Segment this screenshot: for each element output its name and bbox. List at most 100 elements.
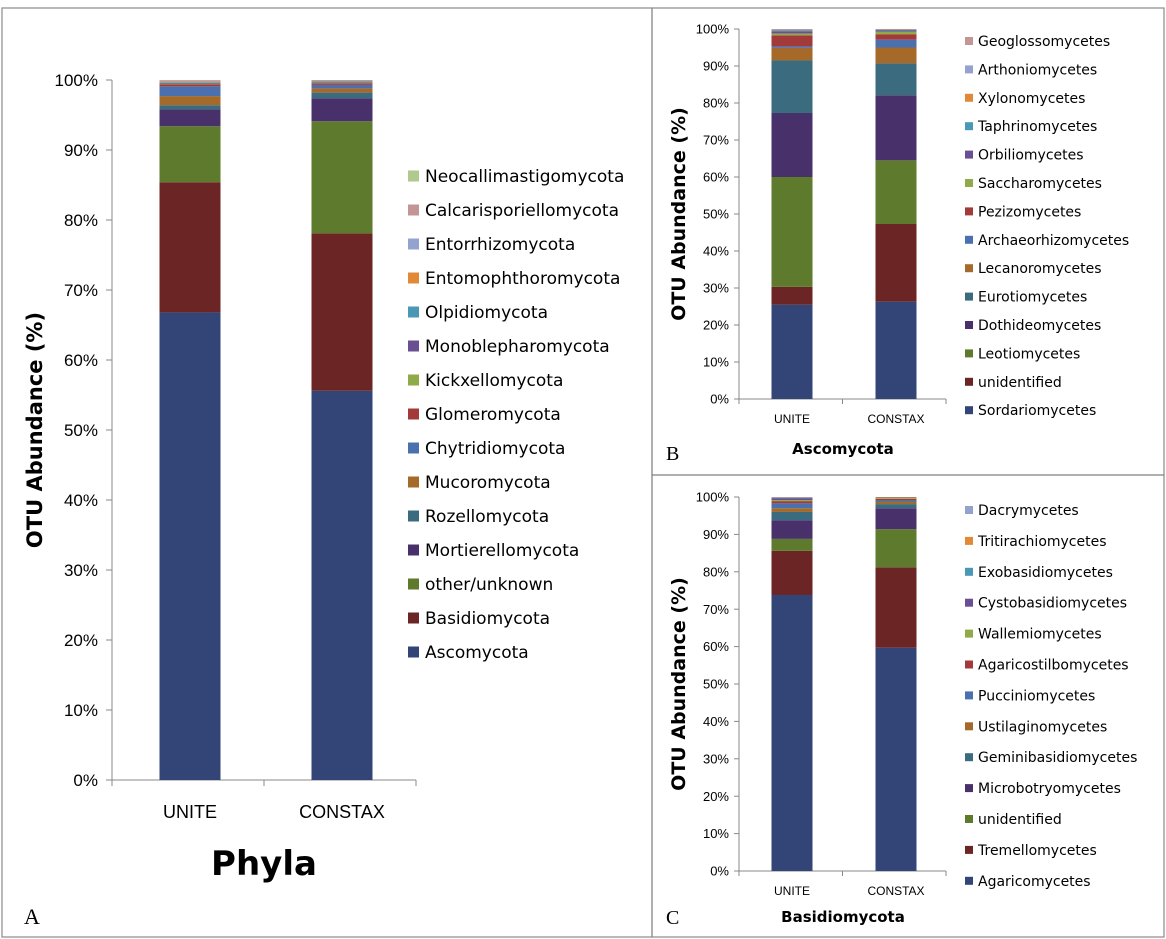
- panel-a-y-tick-label: 40%: [64, 491, 98, 510]
- panel-b-y-tick-label: 40%: [703, 244, 729, 259]
- panel-b-bar-constax-pezizomycetes: [875, 34, 917, 40]
- panel-b-legend-label: Xylonomycetes: [978, 91, 1085, 107]
- panel-a-legend-label: Ascomycota: [425, 643, 529, 663]
- panel-b-y-tick-label: 90%: [703, 59, 729, 74]
- panel-b-legend-swatch-orbiliomycetes: [965, 150, 973, 159]
- panel-b-bar-constax-dothideomycetes: [875, 95, 917, 161]
- panel-c-legend-swatch-pucciniomycetes: [965, 691, 973, 700]
- panel-c-legend-swatch-agaricostilbomycetes: [965, 660, 973, 669]
- panel-c-legend-label: unidentified: [978, 812, 1062, 828]
- panel-a-legend-label: Mortierellomycota: [425, 541, 579, 561]
- panel-b-bar-unite-archaeorhizomycetes: [771, 46, 813, 48]
- panel-b-legend-label: unidentified: [978, 375, 1062, 391]
- panel-b-bar-constax-saccharomycetes: [875, 31, 917, 35]
- panel-c-bar-unite-geminibasidiomycetes: [771, 511, 813, 521]
- panel-a-bar-constax-monoblepharomycota: [311, 82, 373, 83]
- panel-b-y-tick-label: 20%: [703, 318, 729, 333]
- panel-b: 0% 10% 20% 30% 40% 50% 60% 70% 80% 90% 100% UNITE CO…: [666, 22, 1129, 465]
- panel-b-legend-swatch-leotiomycetes: [965, 349, 973, 358]
- panel-c-legend-label: Wallemiomycetes: [978, 627, 1102, 643]
- panel-c-bar-constax-ustilaginomycetes: [875, 501, 917, 505]
- panel-b-bar-constax-taphrinomycetes: [875, 29, 917, 31]
- panel-c-bar-constax-agaricomycetes: [875, 647, 917, 871]
- panel-a-legend-swatch-olpidiomycota: [408, 306, 419, 318]
- panel-c-frame: [651, 474, 1165, 938]
- panel-a-bar-constax-entomophthoromycota: [311, 80, 373, 82]
- panel-a-category-label: UNITE: [163, 802, 217, 822]
- panel-a-title: Phyla: [211, 844, 317, 884]
- panel-a-legend-label: Entomophthoromycota: [425, 269, 620, 289]
- panel-a-bar-constax-mortierellomycota: [311, 98, 373, 122]
- panel-c-bar-unite-agaricomycetes: [771, 594, 813, 871]
- panel-b-legend-label: Lecanoromycetes: [978, 261, 1102, 277]
- panel-c-legend-label: Tremellomycetes: [977, 843, 1097, 859]
- panel-a-legend-swatch-rozellomycota: [408, 510, 419, 522]
- panel-a-legend-swatch-mortierellomycota: [408, 544, 419, 556]
- panel-c-legend-swatch-ustilaginomycetes: [965, 722, 973, 731]
- panel-b-legend-swatch-xylonomycetes: [965, 93, 973, 102]
- panel-a-bar-unite-basidiomycota: [159, 182, 221, 313]
- panel-a-legend-label: other/unknown: [425, 575, 553, 595]
- panel-a-legend-label: Rozellomycota: [425, 507, 549, 527]
- panel-c-bar-constax-pucciniomycetes: [875, 499, 917, 502]
- panel-b-label: B: [666, 443, 679, 465]
- panel-a-legend-swatch-chytridiomycota: [408, 442, 419, 454]
- panel-c-y-tick-label: 0%: [710, 864, 729, 879]
- panel-a-bar-constax-glomeromycota: [311, 83, 373, 85]
- panel-a-bar-unite-calcarisporiellomycota: [159, 80, 221, 81]
- panel-b-bar-constax-orbiliomycetes: [875, 30, 917, 32]
- panel-a-bar-unite-mortierellomycota: [159, 109, 221, 127]
- panel-a-legend-swatch-kickxellomycota: [408, 374, 419, 386]
- panel-c-legend-label: Cystobasidiomycetes: [978, 596, 1127, 612]
- panel-a-legend-swatch-entorrhizomycota: [408, 238, 419, 250]
- panel-b-legend-swatch-pezizomycetes: [965, 207, 973, 216]
- panel-b-legend-label: Archaeorhizomycetes: [978, 233, 1129, 249]
- panel-b-bar-unite-saccharomycetes: [771, 33, 813, 36]
- panel-b-y-tick-label: 0%: [710, 392, 729, 407]
- panel-b-legend-swatch-archaeorhizomycetes: [965, 235, 973, 244]
- panel-c-legend-swatch-microbotryomycetes: [965, 784, 973, 793]
- panel-a-bar-constax-rozellomycota: [311, 92, 373, 99]
- panel-c-y-tick-label: 100%: [696, 490, 730, 505]
- panel-b-legend-swatch-sordariomycetes: [965, 406, 973, 415]
- panel-a-bar-constax-calcarisporiellomycota: [311, 80, 373, 81]
- panel-b-bar-unite-arthoniomycetes: [771, 29, 813, 30]
- panel-c-legend-label: Geminibasidiomycetes: [978, 750, 1137, 766]
- panel-a-legend-swatch-calcarisporiellomycota: [408, 204, 419, 216]
- panel-a-bar-unite-chytridiomycota: [159, 86, 221, 97]
- panel-a-bar-constax-other-unknown: [311, 121, 373, 234]
- panel-c-bar-unite-exobasidiomycetes: [771, 497, 813, 499]
- panel-c-bar-unite-unidentified: [771, 538, 813, 551]
- panel-a-legend-swatch-glomeromycota: [408, 408, 419, 420]
- panel-a-label: A: [24, 904, 40, 929]
- panel-c-label: C: [666, 907, 679, 929]
- panel-b-legend-label: Orbiliomycetes: [978, 148, 1084, 164]
- panel-a-y-tick-label: 90%: [64, 141, 98, 160]
- panel-a-y-tick-label: 50%: [64, 421, 98, 440]
- panel-b-bar-unite-taphrinomycetes: [771, 30, 813, 32]
- panel-a-legend-label: Kickxellomycota: [425, 371, 563, 391]
- panel-b-title: Ascomycota: [792, 440, 894, 458]
- panel-a-bar-unite-entomophthoromycota: [159, 81, 221, 83]
- panel-a-legend-label: Calcarisporiellomycota: [425, 201, 619, 221]
- panel-b-bar-unite-lecanoromycetes: [771, 47, 813, 61]
- panel-a-bar-unite-ascomycota: [159, 312, 221, 780]
- panel-a-legend-swatch-basidiomycota: [408, 612, 419, 624]
- panel-c-y-tick-label: 50%: [703, 677, 729, 692]
- panel-b-legend-swatch-arthoniomycetes: [965, 65, 973, 74]
- panel-a-legend-swatch-monoblepharomycota: [408, 340, 419, 352]
- panel-b-bar-unite-leotiomycetes: [771, 177, 813, 287]
- panel-c: 0%10%20%30%40%50%60%70%80%90%100%UNITE CO…: [666, 490, 1137, 929]
- panel-a-legend-label: Monoblepharomycota: [425, 337, 610, 357]
- panel-c-bar-constax-microbotryomycetes: [875, 508, 917, 530]
- panel-c-legend-swatch-cystobasidiomycetes: [965, 598, 973, 607]
- panel-a-bar-unite-mucoromycota: [159, 96, 221, 106]
- panel-a-legend-label: Entorrhizomycota: [425, 235, 575, 255]
- panel-c-bar-unite-agaricostilbomycetes: [771, 501, 813, 504]
- panel-b-legend-label: Geoglossomycetes: [978, 34, 1110, 50]
- panel-b-bar-unite-geoglossomycetes: [771, 29, 813, 30]
- panel-a-legend-label: Olpidiomycota: [425, 303, 548, 323]
- panel-c-title: Basidiomycota: [781, 908, 905, 926]
- panel-a-bar-constax-ascomycota: [311, 390, 373, 780]
